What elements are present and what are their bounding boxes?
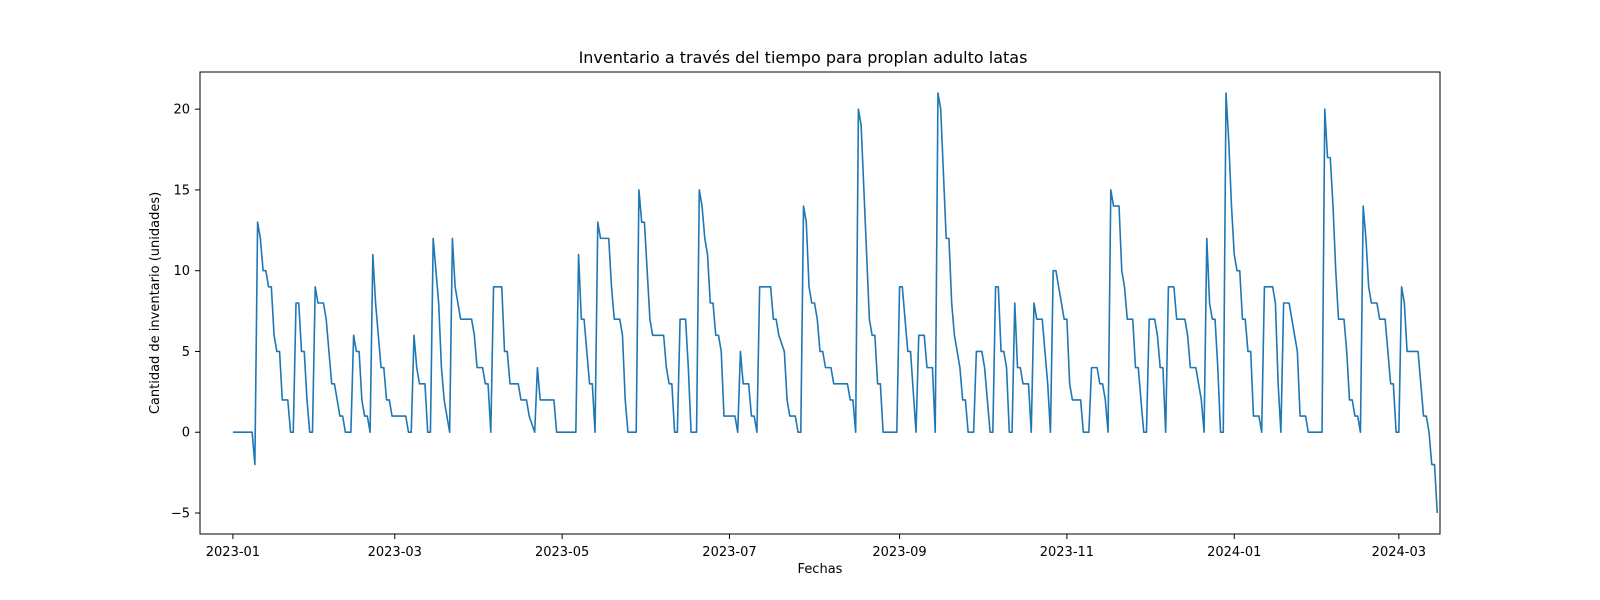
y-tick-label: 20 (173, 103, 190, 118)
y-tick-label: 0 (182, 426, 190, 441)
y-tick-label: −5 (171, 507, 190, 522)
x-tick-label: 2024-03 (1372, 545, 1426, 560)
x-tick-label: 2023-07 (702, 545, 756, 560)
series-line-inventario (232, 92, 1439, 514)
y-tick-label: 5 (182, 345, 190, 360)
x-tick-label: 2023-09 (872, 545, 926, 560)
x-axis-label: Fechas (798, 562, 843, 577)
plot-area: 2023-01 2023-03 2023-05 2023-07 2023-09 2023-… (171, 71, 1441, 560)
chart-title: Inventario a través del tiempo para prop… (579, 48, 1028, 67)
x-tick-label: 2023-05 (535, 545, 589, 560)
x-tick-label: 2023-01 (206, 545, 260, 560)
y-tick-label: 10 (173, 264, 190, 279)
x-tick-label: 2023-11 (1040, 545, 1094, 560)
y-axis-label: Cantidad de inventario (unidades) (148, 192, 163, 414)
x-axis: 2023-01 2023-03 2023-05 2023-07 2023-09 2023-… (206, 534, 1426, 560)
x-tick-label: 2024-01 (1207, 545, 1261, 560)
y-axis: −5 0 5 10 15 20 (171, 103, 200, 522)
plot-frame (199, 71, 1441, 535)
y-tick-label: 15 (173, 183, 190, 198)
x-tick-label: 2023-03 (368, 545, 422, 560)
